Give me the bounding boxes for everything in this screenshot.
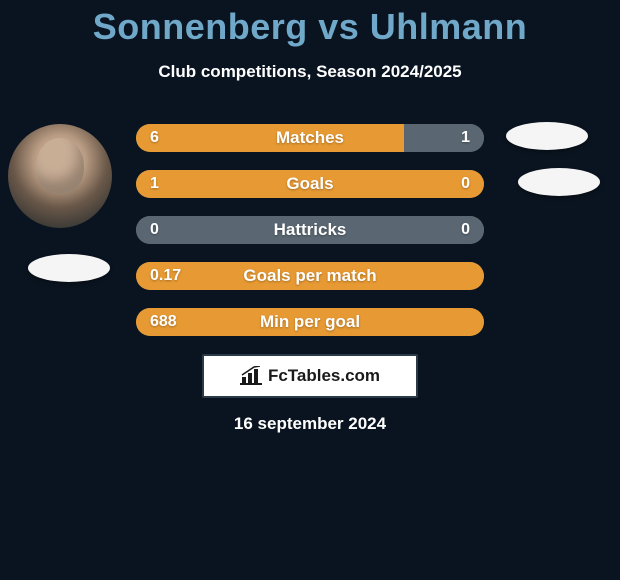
stat-label: Min per goal bbox=[136, 308, 484, 336]
stat-value-right: 0 bbox=[461, 170, 470, 198]
comparison-panel: Matches61Goals10Hattricks00Goals per mat… bbox=[0, 124, 620, 434]
stat-rows: Matches61Goals10Hattricks00Goals per mat… bbox=[136, 124, 484, 336]
stat-label: Goals bbox=[136, 170, 484, 198]
source-text: FcTables.com bbox=[268, 366, 380, 386]
stat-row: Matches6 1 bbox=[136, 124, 484, 152]
chart-icon bbox=[240, 366, 262, 386]
stat-value-left: 6 bbox=[150, 124, 159, 152]
source-badge: FcTables.com bbox=[202, 354, 418, 398]
stat-row: Min per goal688 bbox=[136, 308, 484, 336]
stat-label: Matches bbox=[136, 124, 484, 152]
date-text: 16 september 2024 bbox=[0, 414, 620, 434]
stat-row: Goals per match0.17 bbox=[136, 262, 484, 290]
player-left-flag-icon bbox=[28, 254, 110, 282]
player-right-flag-icon bbox=[506, 122, 588, 150]
stat-value-left: 0.17 bbox=[150, 262, 181, 290]
stat-row: Hattricks0 0 bbox=[136, 216, 484, 244]
stat-value-left: 1 bbox=[150, 170, 159, 198]
player-left-avatar bbox=[8, 124, 112, 228]
stat-label: Goals per match bbox=[136, 262, 484, 290]
stat-value-right: 1 bbox=[461, 124, 470, 152]
stat-row: Goals1 0 bbox=[136, 170, 484, 198]
stat-label: Hattricks bbox=[136, 216, 484, 244]
subtitle: Club competitions, Season 2024/2025 bbox=[0, 62, 620, 82]
page-title: Sonnenberg vs Uhlmann bbox=[0, 6, 620, 48]
stat-value-left: 0 bbox=[150, 216, 159, 244]
stat-value-left: 688 bbox=[150, 308, 177, 336]
stat-value-right: 0 bbox=[461, 216, 470, 244]
player-right-flag2-icon bbox=[518, 168, 600, 196]
